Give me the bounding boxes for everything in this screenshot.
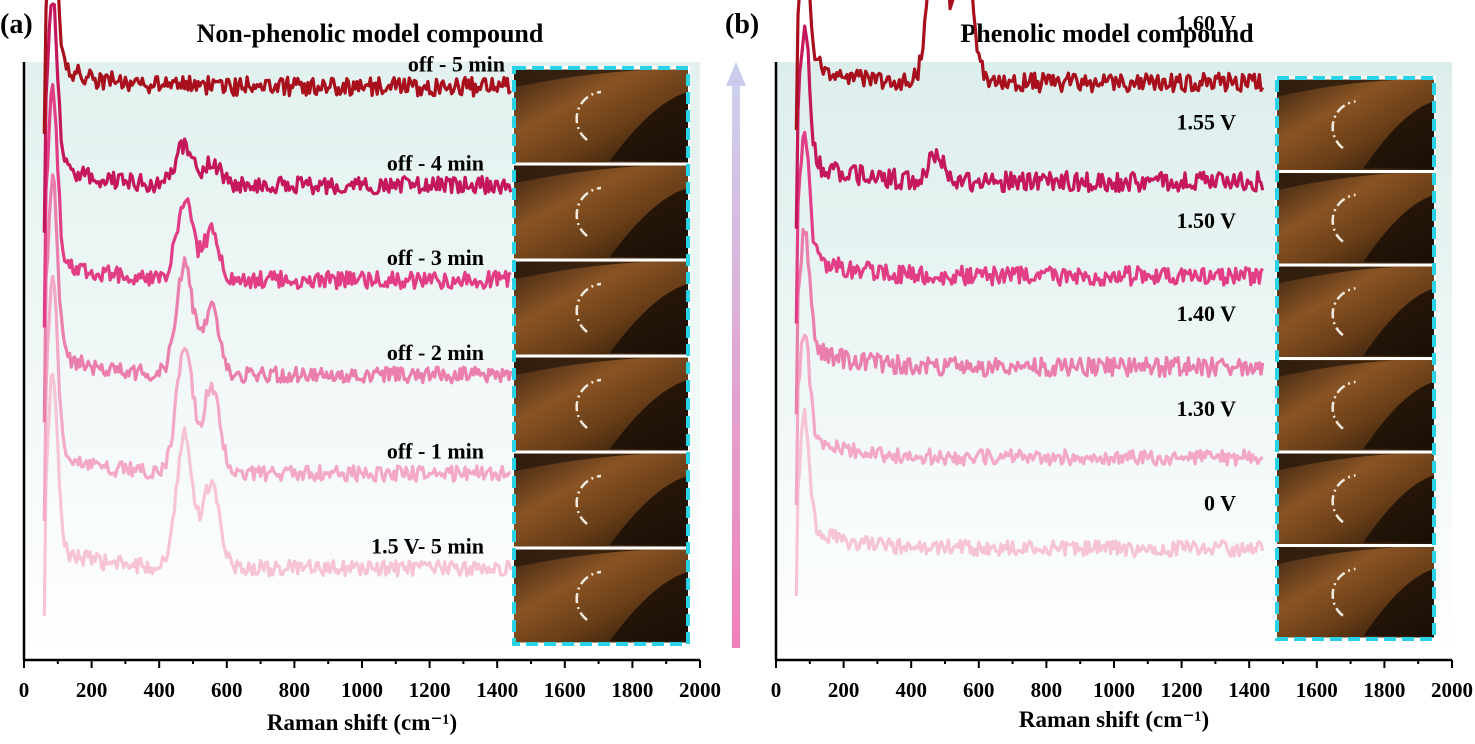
x-tick-label: 800	[1031, 678, 1063, 702]
panel-b-micrograph-inset	[1275, 76, 1436, 641]
micrograph-frame	[514, 165, 688, 259]
series-line	[42, 2, 513, 233]
series-line	[794, 24, 1265, 229]
panel-a-x-axis-label: Raman shift (cm⁻¹)	[267, 710, 457, 735]
x-tick-label: 200	[828, 678, 860, 702]
x-tick-label: 1000	[1093, 678, 1135, 702]
panel-a-title: Non-phenolic model compound	[197, 19, 544, 48]
series-label: 1.30 V	[1177, 396, 1237, 421]
series-label: 1.60 V	[1177, 11, 1237, 36]
time-progress-arrow	[726, 62, 746, 648]
x-tick-label: 1000	[341, 678, 383, 702]
x-tick-label: 1600	[544, 678, 586, 702]
x-tick-label: 1200	[1161, 678, 1203, 702]
x-tick-label: 1800	[1363, 678, 1405, 702]
micrograph-frame	[514, 357, 688, 451]
x-tick-label: 1400	[476, 678, 518, 702]
x-tick-label: 400	[895, 678, 927, 702]
x-tick-label: 2000	[679, 678, 721, 702]
micrograph-frame	[1277, 453, 1434, 544]
series-label: 1.5 V- 5 min	[371, 533, 484, 558]
panel-b: (b) Phenolic model compound 0 V 1.30 V 1.4…	[725, 0, 1473, 732]
series-label: 1.40 V	[1177, 301, 1237, 326]
x-tick-label: 2000	[1431, 678, 1473, 702]
series-label: off - 3 min	[387, 245, 484, 270]
x-tick-label: 200	[76, 678, 108, 702]
panel-a: (a) Non-phenolic model compound 1.5 V- 5…	[0, 0, 721, 735]
micrograph-frame	[514, 453, 688, 547]
micrograph-frame	[1277, 266, 1434, 357]
x-tick-label: 1200	[409, 678, 451, 702]
x-tick-label: 800	[279, 678, 311, 702]
series-line	[794, 0, 1265, 130]
x-tick-label: 1600	[1296, 678, 1338, 702]
panel-a-label: (a)	[0, 9, 33, 40]
series-label: off - 4 min	[387, 150, 484, 175]
panel-a-micrograph-inset	[512, 66, 690, 646]
series-label: off - 2 min	[387, 340, 484, 365]
series-label: 1.50 V	[1177, 208, 1237, 233]
micrograph-frame	[514, 69, 688, 163]
series-line	[794, 227, 1265, 415]
micrograph-frame	[514, 549, 688, 643]
panel-b-x-axis-label: Raman shift (cm⁻¹)	[1019, 707, 1209, 732]
x-tick-label: 600	[211, 678, 243, 702]
series-label: 1.55 V	[1177, 109, 1237, 134]
panel-b-title: Phenolic model compound	[960, 19, 1254, 48]
series-line	[42, 0, 512, 134]
series-line	[42, 83, 512, 328]
series-line	[42, 274, 512, 522]
micrograph-frame	[1277, 79, 1434, 170]
series-line	[42, 372, 513, 616]
micrograph-frame	[1277, 547, 1434, 638]
x-tick-label: 0	[771, 678, 782, 702]
x-tick-label: 1400	[1228, 678, 1270, 702]
series-line	[42, 173, 513, 423]
x-tick-label: 400	[143, 678, 175, 702]
panel-b-label: (b)	[725, 9, 759, 40]
series-line	[794, 333, 1264, 506]
series-line	[794, 407, 1265, 597]
x-tick-label: 0	[19, 678, 30, 702]
micrograph-frame	[514, 261, 688, 355]
series-label: off - 1 min	[387, 439, 484, 464]
series-line	[794, 130, 1264, 324]
x-tick-label: 600	[963, 678, 995, 702]
micrograph-frame	[1277, 173, 1434, 264]
micrograph-frame	[1277, 360, 1434, 451]
series-label: off - 5 min	[408, 52, 505, 77]
series-label: 0 V	[1204, 491, 1236, 516]
x-tick-label: 1800	[611, 678, 653, 702]
